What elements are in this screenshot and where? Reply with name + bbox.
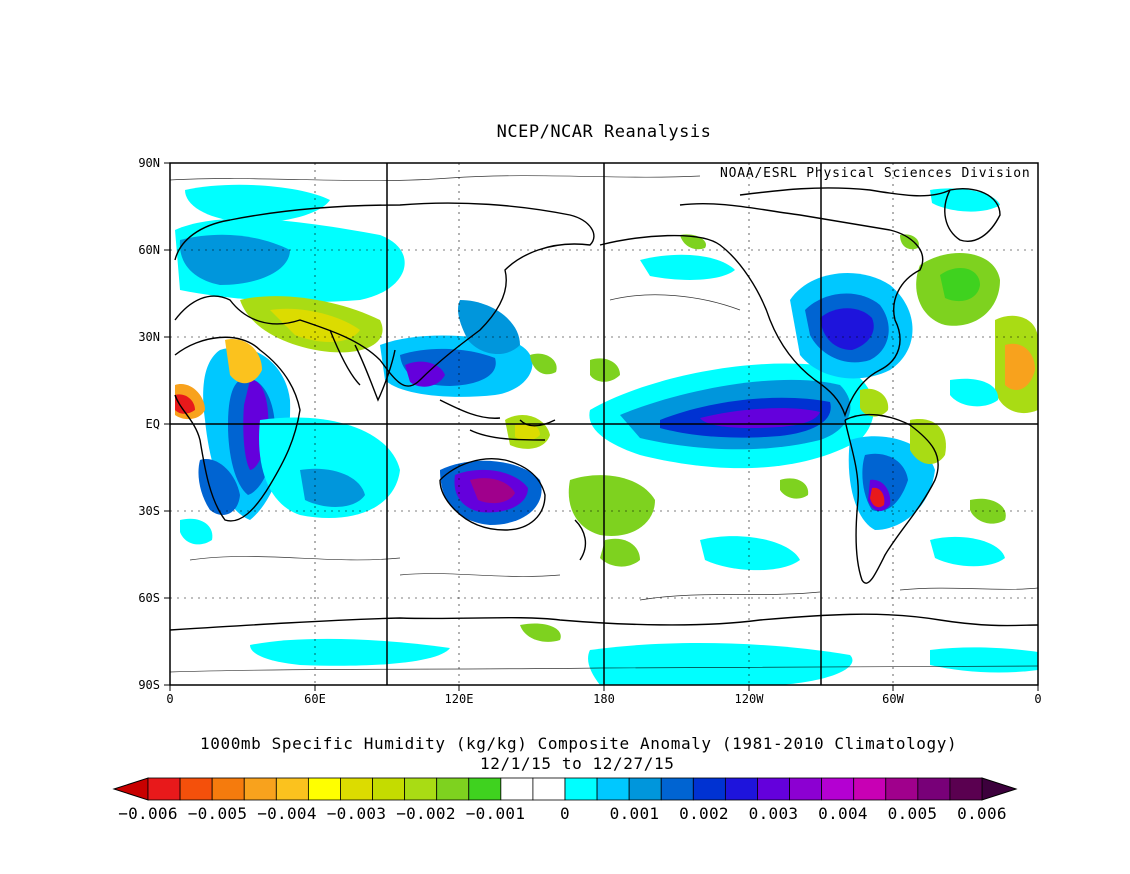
colorbar-label-8: 0.002 xyxy=(679,804,729,823)
caption-dates: 12/1/15 to 12/27/15 xyxy=(480,754,675,773)
data-credit: NOAA/ESRL Physical Sciences Division xyxy=(720,166,1031,181)
lon-label-180: 180 xyxy=(593,692,615,706)
colorbar-swatch-0 xyxy=(147,777,181,801)
colorbar-swatch-6 xyxy=(340,777,373,801)
lon-label-120e: 120E xyxy=(444,692,474,706)
colorbar-label-1: −0.005 xyxy=(187,804,248,823)
colorbar-swatch-7 xyxy=(372,777,406,801)
lat-label-eq: EQ xyxy=(145,417,160,431)
colorbar-label-9: 0.003 xyxy=(748,804,799,823)
lon-label-60w: 60W xyxy=(882,692,904,706)
colorbar-low-arrow xyxy=(112,777,149,801)
axis-ticks xyxy=(164,162,1039,691)
colorbar-swatch-10 xyxy=(468,777,502,801)
colorbar-swatch-24 xyxy=(917,777,951,801)
colorbar-swatch-21 xyxy=(821,777,855,801)
colorbar-swatch-4 xyxy=(275,777,309,801)
colorbar-label-3: −0.003 xyxy=(326,804,387,823)
lat-label-60n: 60N xyxy=(138,243,160,257)
colorbar-swatch-13 xyxy=(564,777,598,801)
colorbar-swatch-18 xyxy=(724,777,758,801)
lat-label-90s: 90S xyxy=(138,678,160,692)
colorbar-swatch-22 xyxy=(853,777,887,801)
lon-label-60e: 60E xyxy=(304,692,326,706)
colorbar-label-11: 0.005 xyxy=(887,804,938,823)
colorbar-swatch-15 xyxy=(628,777,662,801)
colorbar-swatch-12 xyxy=(532,777,566,801)
lon-label-0-east: 0 xyxy=(1034,692,1042,706)
colorbar-swatch-2 xyxy=(211,777,245,801)
colorbar-label-5: −0.001 xyxy=(465,804,526,823)
colorbar-swatch-23 xyxy=(885,777,919,801)
colorbar-swatch-19 xyxy=(757,777,790,801)
colorbar-swatch-1 xyxy=(179,777,213,801)
coastlines xyxy=(170,187,1038,631)
colorbar xyxy=(112,777,1018,801)
colorbar-swatch-14 xyxy=(596,777,630,801)
colorbar-swatch-9 xyxy=(436,777,470,801)
caption-variable: 1000mb Specific Humidity (kg/kg) Composi… xyxy=(200,734,958,753)
colorbar-label-10: 0.004 xyxy=(818,804,868,823)
colorbar-label-2: −0.004 xyxy=(257,804,317,823)
colorbar-swatch-11 xyxy=(500,777,534,801)
lat-label-30s: 30S xyxy=(138,504,160,518)
lon-label-0: 0 xyxy=(166,692,174,706)
colorbar-swatch-3 xyxy=(243,777,277,801)
contour-lines xyxy=(170,175,1038,673)
colorbar-swatch-25 xyxy=(949,777,983,801)
lon-label-120w: 120W xyxy=(734,692,764,706)
grid xyxy=(170,163,1038,685)
colorbar-label-7: 0.001 xyxy=(609,804,660,823)
map-title: NCEP/NCAR Reanalysis xyxy=(496,122,712,142)
lat-label-90n: 90N xyxy=(138,156,160,170)
colorbar-label-12: 0.006 xyxy=(957,804,1007,823)
lat-label-30n: 30N xyxy=(138,330,160,344)
colorbar-label-0: −0.006 xyxy=(118,804,178,823)
colorbar-label-6: 0 xyxy=(560,804,570,823)
colorbar-label-4: −0.002 xyxy=(396,804,456,823)
lat-label-60s: 60S xyxy=(138,591,160,605)
colorbar-swatch-5 xyxy=(307,777,341,801)
colorbar-swatch-8 xyxy=(404,777,438,801)
colorbar-high-arrow xyxy=(981,777,1018,801)
colorbar-swatch-20 xyxy=(789,777,823,801)
colorbar-swatch-17 xyxy=(692,777,726,801)
colorbar-swatch-16 xyxy=(660,777,694,801)
